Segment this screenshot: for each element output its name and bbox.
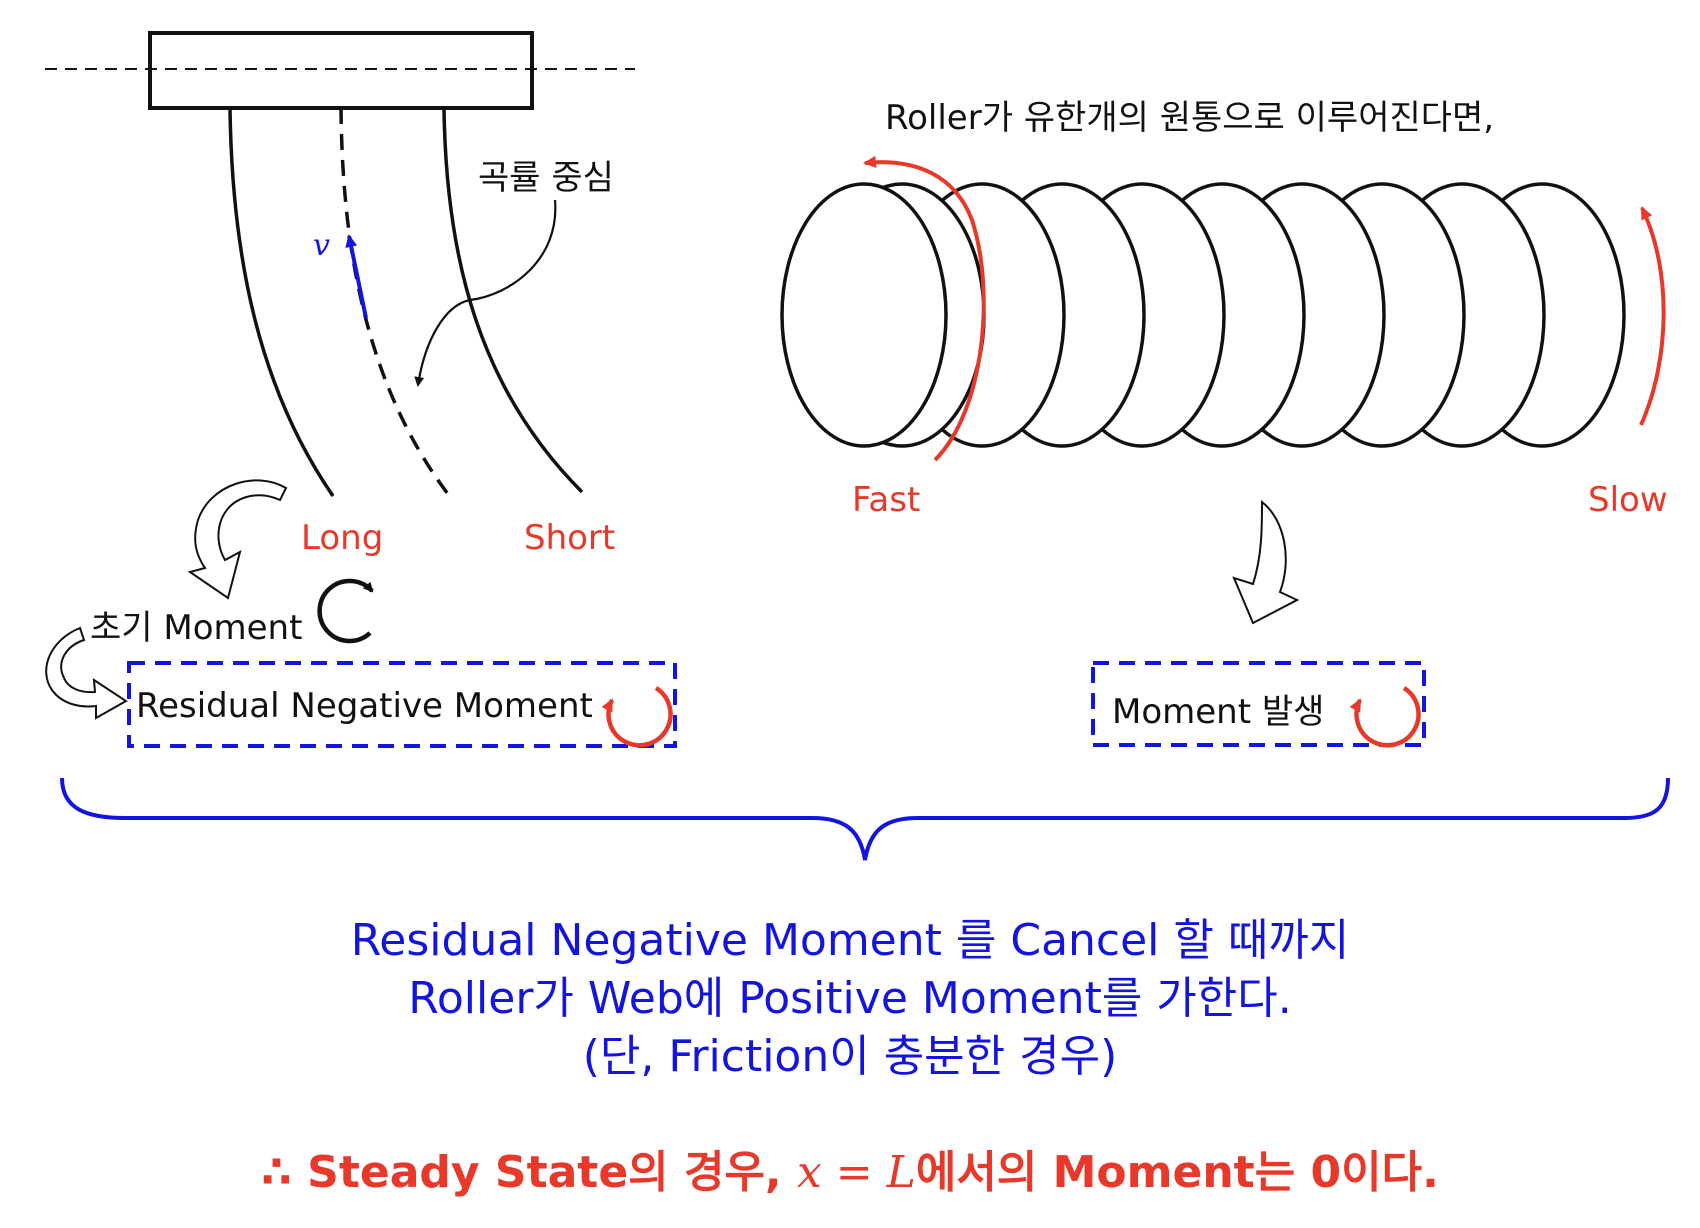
curvature-center-label: 곡률 중심 [478,158,614,198]
short-label: Short [524,518,616,558]
fast-label: Fast [852,480,921,520]
fast-rotation-arrow [863,155,986,462]
initial-moment-arrow [317,578,374,644]
curvature-pointer-arrow [414,199,557,387]
hollow-curved-arrow-1 [187,479,288,600]
moment-red-arrow [1349,686,1421,748]
steady-state-result: ∴ Steady State의 경우, x = L에서의 Moment는 0이다… [0,1136,1700,1200]
conclusion-line-2: Roller가 Web에 Positive Moment를 가한다. [408,973,1292,1024]
slow-rotation-arrow [1639,206,1666,426]
long-label: Long [301,518,384,558]
conclusion-line-3: (단, Friction이 충분한 경우) [582,1031,1118,1082]
roller-premise-label: Roller가 유한개의 원통으로 이루어진다면, [885,98,1495,138]
residual-box-frame [127,661,677,748]
velocity-label: v [313,228,330,263]
result-equals: = [821,1147,887,1198]
result-prefix: ∴ Steady State의 경우, [261,1147,797,1198]
web-centerline-dashed [339,107,453,500]
moment-box-frame [1091,661,1426,747]
hollow-down-arrow [1232,499,1300,625]
roller-block [148,31,534,110]
residual-moment-red-arrow [601,686,673,748]
hollow-curved-arrow-2 [45,626,128,720]
initial-moment-label: 초기 Moment [90,608,303,648]
slow-label: Slow [1588,480,1668,520]
residual-box-label: Residual Negative Moment [136,686,593,726]
web-edge-long [228,107,335,497]
result-var-L: L [886,1147,916,1198]
moment-box-label: Moment 발생 [1112,692,1325,732]
roller-front-face [780,182,948,448]
web-edge-short [442,107,584,494]
velocity-arrow [345,234,368,319]
roller-cylinders [818,182,1626,448]
result-var-x: x [796,1147,822,1198]
conclusion-line-1: Residual Negative Moment 를 Cancel 할 때까지 [350,915,1350,966]
result-suffix: 에서의 Moment는 0이다. [915,1147,1439,1198]
curly-brace [60,777,1670,861]
